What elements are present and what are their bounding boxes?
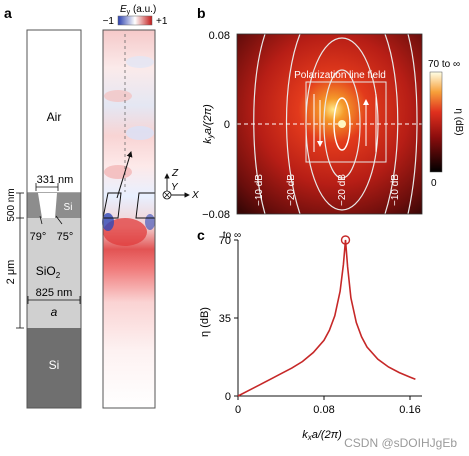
si-top-label: Si [64,202,73,213]
eta-map [236,33,423,215]
oxide-thickness-label: 2 μm [5,260,17,285]
y-tick-label: 70 [219,235,231,247]
sio2-label: SiO2 [36,264,61,280]
panel-b-label: b [197,5,206,21]
x-tick-label: 0.08 [313,404,334,416]
contour-label: −20 dB [337,174,348,206]
contour-label: −10 dB [254,174,265,206]
polarization-inset-title: Polarization line field [294,70,386,81]
eta-colorbar [429,71,443,173]
peak-marker [340,235,351,245]
axis-y-label: Y [171,182,179,193]
eta-colorbar-label: η (dB) [453,108,464,135]
contour-label-group: −10 dB −20 dB −20 dB −10 dB [254,174,401,206]
y-tick-label: 0 [225,391,231,403]
axis-triad [162,173,190,200]
hole-width-label: 331 nm [37,174,74,186]
chart-xlabel: kxa/(2π) [302,429,342,442]
map-ytick: 0.08 [209,30,230,42]
map-ytick: −0.08 [202,209,230,221]
contour-label: −20 dB [286,174,297,206]
si-substrate [27,328,81,408]
ey-colorbar-min: −1 [103,16,115,27]
period-symbol: a [51,305,58,319]
angle-right-label: 75° [57,231,74,243]
air-label: Air [47,110,62,124]
ey-field-map [102,29,156,409]
series-line [237,239,416,397]
si-bottom-label: Si [49,358,60,372]
map-ytick: 0 [224,119,230,131]
eta-line-chart: 0 35 70 0 0.08 0.16 [219,235,422,416]
ey-colorbar-max: +1 [156,16,168,27]
eta-colorbar-bottom: 0 [431,178,437,189]
panel-c-label: c [197,227,205,243]
sio2-layer [27,218,81,328]
y-tick-label: 35 [219,313,231,325]
air-layer [26,29,82,194]
axis-x-label: X [191,190,199,201]
ey-colorbar-title: Ey (a.u.) [120,4,156,16]
watermark: CSDN @sDOIHJgEb [344,436,457,450]
layer-stack [26,29,82,409]
map-ylabel: kya/(2π) [202,104,215,144]
x-tick-label: 0.16 [399,404,420,416]
axis-z-label: Z [171,168,179,179]
chart-top-label: to ∞ [223,230,241,241]
x-tick-label: 0 [235,404,241,416]
ey-colorbar [117,15,153,26]
hole [38,193,57,218]
slab-thickness-label: 500 nm [6,188,17,221]
contour-label: −10 dB [390,174,401,206]
chart-ylabel: η (dB) [199,307,211,337]
period-label: 825 nm [36,287,73,299]
angle-left-label: 79° [30,231,47,243]
panel-a-label: a [4,5,12,21]
eta-colorbar-top: 70 to ∞ [428,59,460,70]
